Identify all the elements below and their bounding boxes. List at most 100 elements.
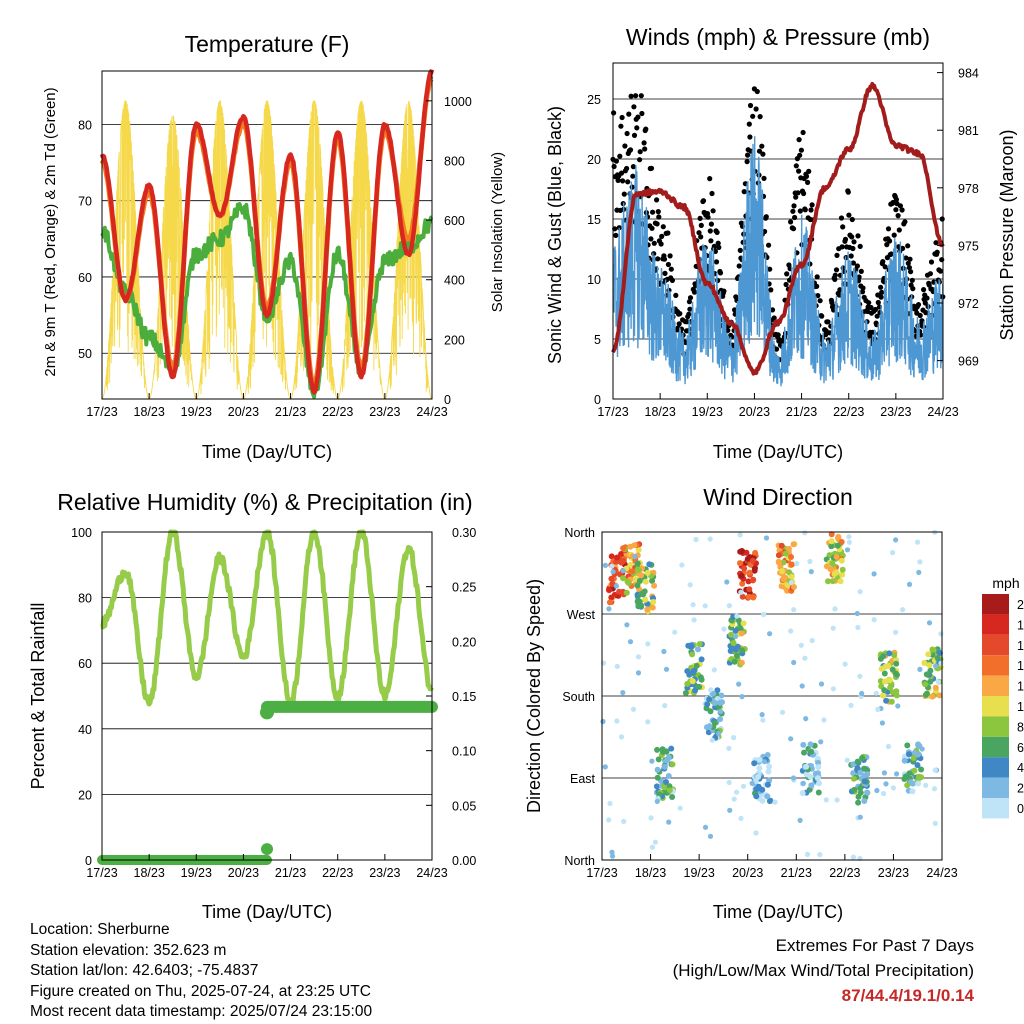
direction-left-tick-label: North [564, 854, 595, 868]
created-text: Figure created on Thu, 2025-07-24, at 23… [30, 982, 371, 1000]
humidity-left-label: Percent & Total Rainfall [28, 603, 48, 790]
gust-point [905, 243, 911, 249]
direction-point [893, 537, 899, 543]
humidity-title: Relative Humidity (%) & Precipitation (i… [57, 489, 472, 515]
direction-point [691, 617, 697, 623]
gust-point [638, 93, 644, 99]
legend-swatch [982, 594, 1009, 615]
gust-point [806, 168, 812, 174]
winds-left-tick-label: 10 [587, 273, 601, 287]
gust-point [631, 132, 638, 138]
direction-point [767, 631, 773, 637]
gust-point [767, 266, 773, 272]
gust-point [661, 256, 668, 262]
direction-point [861, 778, 868, 785]
legend-label: 20+ [1017, 598, 1024, 612]
gust-point [698, 234, 704, 240]
gust-point [937, 268, 944, 274]
direction-point [734, 652, 740, 659]
direction-point [922, 681, 929, 688]
direction-point [788, 554, 794, 560]
temperature-right-ticks: 0 200 400 600 800 1000 [426, 95, 472, 407]
gust-point [659, 233, 665, 239]
direction-point [718, 692, 725, 699]
direction-point [736, 681, 742, 687]
direction-point [661, 648, 667, 655]
direction-point [765, 768, 772, 775]
winds-x-tick-label: 23/23 [880, 405, 911, 419]
direction-point [778, 542, 785, 549]
direction-point [873, 690, 879, 696]
direction-point [741, 565, 748, 572]
gust-point [744, 159, 750, 165]
direction-point [854, 758, 861, 765]
direction-point [788, 736, 794, 742]
gust-point [805, 179, 811, 185]
direction-point [751, 760, 758, 767]
direction-point [818, 681, 825, 687]
direction-point [706, 696, 713, 703]
legend-label: 12 [1017, 680, 1024, 694]
direction-point [932, 684, 939, 691]
direction-point [829, 560, 836, 567]
direction-point [635, 654, 642, 660]
recent-text: Most recent data timestamp: 2025/07/24 2… [30, 1003, 373, 1020]
direction-point [801, 749, 807, 756]
direction-point [766, 763, 773, 770]
temperature-right-tick-label: 600 [444, 214, 465, 228]
gust-point [753, 106, 759, 112]
direction-point [919, 746, 925, 752]
gust-point [832, 276, 838, 282]
direction-point [922, 691, 929, 698]
direction-point [760, 717, 766, 723]
winds-left-tick-label: 20 [587, 153, 601, 167]
direction-point [620, 575, 626, 582]
direction-point [718, 708, 724, 715]
humidity-right-tick-label: 0.15 [452, 690, 476, 704]
humidity-right-tick-label: 0.20 [452, 635, 476, 649]
winds-x-tick-label: 24/23 [927, 405, 958, 419]
direction-point [761, 611, 767, 618]
direction-point [636, 577, 643, 584]
gust-point [707, 228, 713, 234]
gust-point [698, 222, 704, 228]
gust-point [643, 126, 649, 132]
direction-point [739, 580, 746, 587]
direction-point [926, 662, 933, 669]
direction-point [910, 755, 917, 761]
direction-point [881, 670, 888, 677]
winds-left-tick-label: 25 [587, 93, 601, 107]
gust-point [754, 88, 760, 95]
legend-label: 10 [1017, 700, 1024, 714]
humidity-left-tick-label: 100 [71, 526, 92, 540]
direction-point [744, 555, 751, 562]
gust-point [761, 175, 767, 181]
direction-point [738, 659, 745, 666]
direction-point [649, 577, 656, 584]
gust-point [800, 129, 806, 136]
legend-label: 18 [1017, 618, 1024, 632]
gust-point [651, 240, 657, 246]
gust-point [629, 184, 635, 190]
gust-point [630, 173, 636, 179]
direction-point [900, 607, 906, 613]
direction-point [756, 756, 763, 763]
temperature-left-tick-label: 70 [78, 195, 92, 209]
direction-point [654, 798, 660, 805]
direction-point [704, 701, 711, 708]
direction-point [618, 734, 625, 740]
direction-point [669, 761, 676, 768]
direction-point [734, 789, 740, 795]
gust-point [893, 196, 900, 203]
gust-point [809, 202, 815, 208]
direction-point [764, 781, 771, 788]
winds-x-tick-label: 18/23 [645, 405, 676, 419]
gust-point [668, 266, 674, 272]
direction-x-tick-label: 23/23 [878, 866, 909, 880]
direction-point [606, 599, 613, 606]
gust-point [788, 219, 794, 225]
winds-x-tick-label: 21/23 [786, 405, 817, 419]
direction-point [654, 746, 661, 753]
direction-point [669, 794, 676, 800]
gust-point [850, 245, 856, 252]
